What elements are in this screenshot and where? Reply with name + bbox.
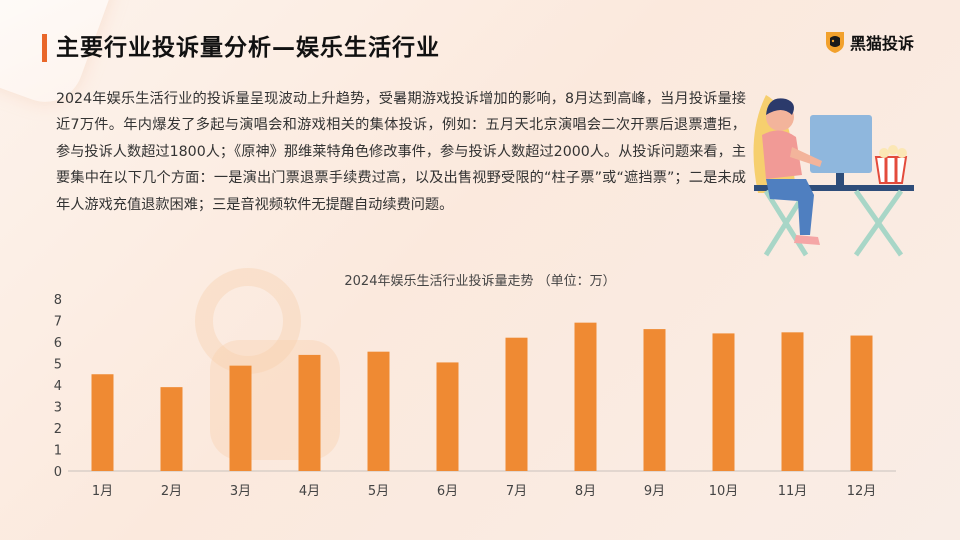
x-tick-label: 8月	[575, 484, 596, 499]
y-tick-label: 6	[54, 336, 62, 351]
x-tick-label: 3月	[230, 484, 251, 499]
bar-3	[229, 365, 252, 471]
bar-5	[367, 351, 390, 471]
bar-2	[160, 387, 183, 471]
x-tick-label: 12月	[847, 484, 877, 499]
black-cat-shield-icon	[825, 32, 844, 53]
page-title: 主要行业投诉量分析—娱乐生活行业	[56, 35, 440, 61]
y-tick-label: 2	[54, 422, 62, 437]
bar-6	[436, 362, 459, 471]
y-tick-label: 7	[54, 315, 62, 330]
intro-paragraph: 2024年娱乐生活行业的投诉量呈现波动上升趋势，受暑期游戏投诉增加的影响，8月达…	[56, 91, 746, 213]
x-tick-label: 4月	[299, 484, 320, 499]
bar-10	[712, 333, 735, 471]
y-tick-label: 3	[54, 401, 62, 416]
title-accent-bar	[42, 34, 47, 62]
x-tick-label: 9月	[644, 484, 665, 499]
person-at-computer-illustration	[753, 95, 914, 257]
y-tick-label: 0	[54, 465, 62, 480]
y-tick-label: 8	[54, 293, 62, 308]
x-tick-label: 2月	[161, 484, 182, 499]
bar-4	[298, 354, 321, 471]
chart-title: 2024年娱乐生活行业投诉量走势 （单位：万）	[344, 274, 616, 289]
x-tick-label: 5月	[368, 484, 389, 499]
brand-logo: 黑猫投诉	[824, 30, 914, 54]
logo-text: 黑猫投诉	[849, 34, 914, 53]
bar-9	[643, 329, 666, 471]
bar-7	[505, 337, 528, 471]
y-tick-label: 5	[54, 358, 62, 373]
y-tick-label: 1	[54, 444, 62, 459]
y-tick-label: 4	[54, 379, 62, 394]
bar-1	[91, 374, 114, 471]
x-tick-label: 6月	[437, 484, 458, 499]
bar-chart: 0 1 2 3 4 5 6 7 8 1月 2月 3月 4月 5月 6月 7月 8月 9月 10月 11月 12月	[54, 293, 896, 499]
x-tick-label: 11月	[778, 484, 808, 499]
x-tick-label: 7月	[506, 484, 527, 499]
bar-8	[574, 322, 597, 471]
bar-11	[781, 332, 804, 471]
x-tick-label: 10月	[709, 484, 739, 499]
bar-12	[850, 335, 873, 471]
x-tick-label: 1月	[92, 484, 113, 499]
